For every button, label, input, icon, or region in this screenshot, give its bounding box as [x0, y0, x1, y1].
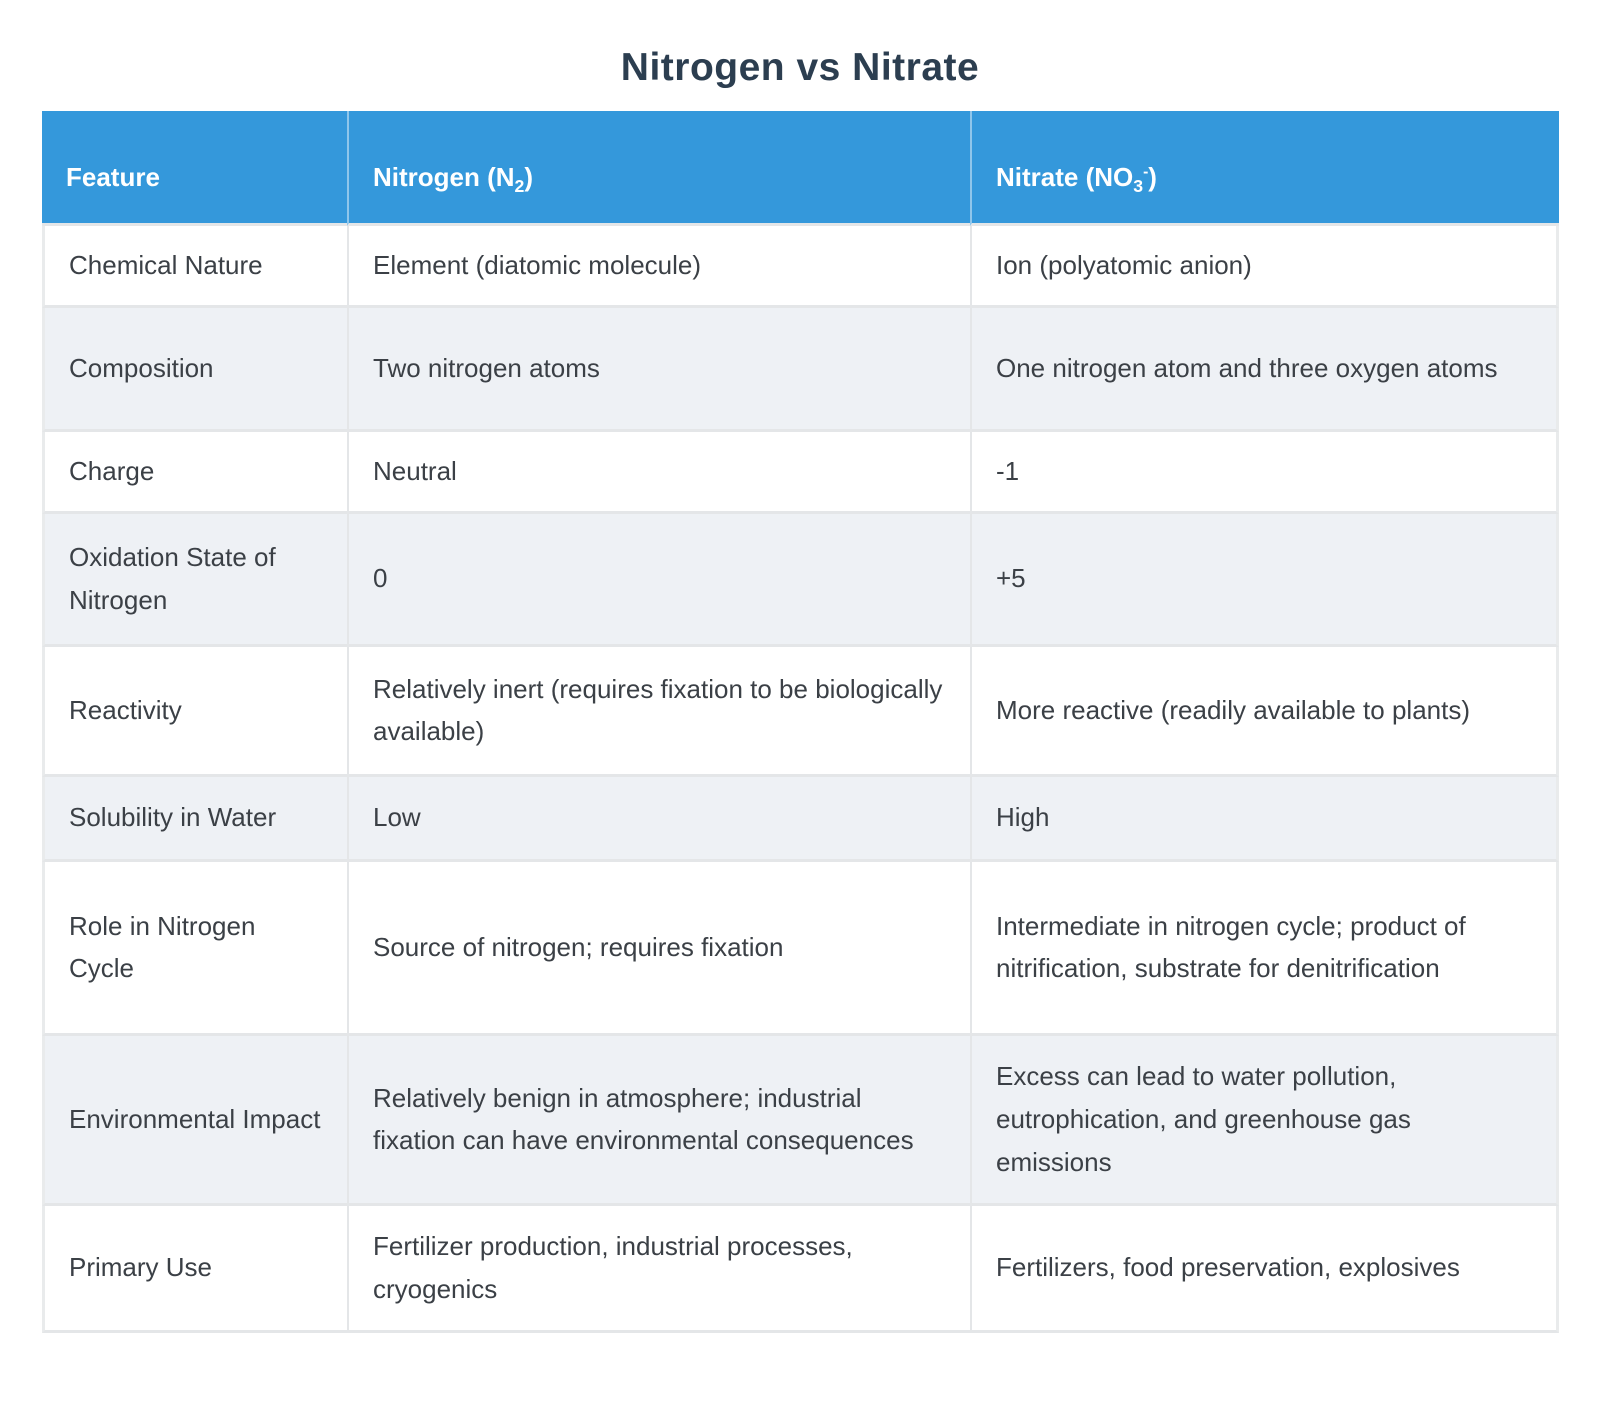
nitrate-cell: One nitrogen atom and three oxygen atoms — [970, 307, 1559, 432]
feature-cell: Composition — [42, 307, 347, 432]
column-header-nitrate: Nitrate (NO3-) — [970, 111, 1559, 226]
nitrate-cell: Excess can lead to water pollution, eutr… — [970, 1035, 1559, 1206]
nitrogen-cell: Neutral — [347, 431, 970, 514]
feature-cell: Solubility in Water — [42, 776, 347, 862]
nitrogen-cell: Two nitrogen atoms — [347, 307, 970, 432]
nitrogen-cell: Source of nitrogen; requires fixation — [347, 861, 970, 1036]
nitrate-formula-superscript: - — [1143, 162, 1149, 180]
table-row: Primary Use Fertilizer production, indus… — [42, 1205, 1559, 1333]
feature-cell: Primary Use — [42, 1205, 347, 1333]
nitrogen-formula-subscript: 2 — [514, 175, 525, 196]
table-row: Oxidation State of Nitrogen 0 +5 — [42, 513, 1559, 647]
nitrogen-cell: 0 — [347, 513, 970, 647]
feature-cell: Chemical Nature — [42, 226, 347, 308]
column-header-nitrogen: Nitrogen (N2) — [347, 111, 970, 226]
table-row: Reactivity Relatively inert (requires fi… — [42, 646, 1559, 777]
nitrogen-formula-close: ) — [524, 161, 534, 192]
nitrate-cell: Ion (polyatomic anion) — [970, 226, 1559, 308]
table-row: Charge Neutral -1 — [42, 431, 1559, 514]
nitrate-formula-subscript: 3 — [1133, 175, 1144, 196]
nitrate-formula-close: ) — [1148, 161, 1157, 192]
table-row: Role in Nitrogen Cycle Source of nitroge… — [42, 861, 1559, 1036]
nitrogen-cell: Low — [347, 776, 970, 862]
feature-cell: Reactivity — [42, 646, 347, 777]
nitrate-cell: High — [970, 776, 1559, 862]
nitrate-cell: -1 — [970, 431, 1559, 514]
table-row: Chemical Nature Element (diatomic molecu… — [42, 226, 1559, 308]
nitrogen-cell: Relatively inert (requires fixation to b… — [347, 646, 970, 777]
nitrate-cell: +5 — [970, 513, 1559, 647]
nitrogen-cell: Fertilizer production, industrial proces… — [347, 1205, 970, 1333]
feature-cell: Role in Nitrogen Cycle — [42, 861, 347, 1036]
table-row: Solubility in Water Low High — [42, 776, 1559, 862]
nitrate-cell: More reactive (readily available to plan… — [970, 646, 1559, 777]
table-row: Environmental Impact Relatively benign i… — [42, 1035, 1559, 1206]
column-header-feature: Feature — [42, 111, 347, 226]
header-row: Feature Nitrogen (N2) Nitrate (NO3-) — [42, 111, 1559, 226]
table-row: Composition Two nitrogen atoms One nitro… — [42, 307, 1559, 432]
feature-cell: Charge — [42, 431, 347, 514]
page-title: Nitrogen vs Nitrate — [620, 46, 980, 89]
feature-cell: Oxidation State of Nitrogen — [42, 513, 347, 647]
nitrate-cell: Intermediate in nitrogen cycle; product … — [970, 861, 1559, 1036]
column-header-feature-label: Feature — [66, 161, 160, 192]
nitrate-formula-text: Nitrate (NO — [996, 161, 1134, 192]
nitrate-cell: Fertilizers, food preservation, explosiv… — [970, 1205, 1559, 1333]
nitrogen-formula-text: Nitrogen (N — [373, 161, 515, 192]
comparison-table: Feature Nitrogen (N2) Nitrate (NO3-) Che… — [42, 111, 1559, 1333]
nitrogen-cell: Relatively benign in atmosphere; industr… — [347, 1035, 970, 1206]
feature-cell: Environmental Impact — [42, 1035, 347, 1206]
nitrogen-cell: Element (diatomic molecule) — [347, 226, 970, 308]
